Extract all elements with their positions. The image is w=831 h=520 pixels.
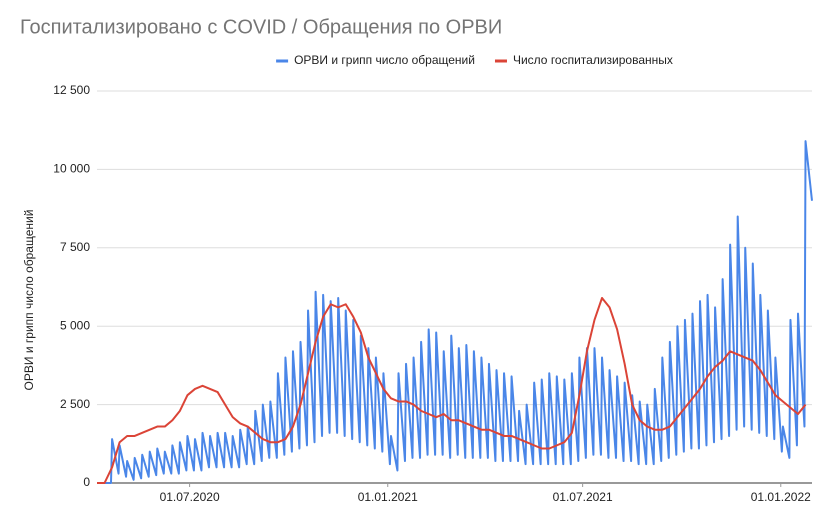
legend-label: Число госпитализированных (513, 53, 673, 67)
chart-title: Госпитализировано с COVID / Обращения по… (20, 16, 502, 38)
y-tick-label: 0 (83, 475, 90, 489)
x-tick-label: 01.07.2021 (553, 490, 613, 504)
y-tick-label: 12 500 (53, 83, 90, 97)
x-tick-label: 01.07.2020 (160, 490, 220, 504)
y-tick-label: 2 500 (60, 397, 90, 411)
y-tick-label: 7 500 (60, 240, 90, 254)
x-tick-label: 01.01.2022 (751, 490, 811, 504)
series-line (97, 296, 807, 484)
series-line (97, 140, 813, 484)
y-tick-label: 10 000 (53, 162, 90, 176)
legend-label: ОРВИ и грипп число обращений (294, 53, 475, 67)
y-tick-label: 5 000 (60, 318, 90, 332)
x-tick-label: 01.01.2021 (358, 490, 418, 504)
y-axis-title: ОРВИ и грипп число обращений (22, 210, 36, 391)
